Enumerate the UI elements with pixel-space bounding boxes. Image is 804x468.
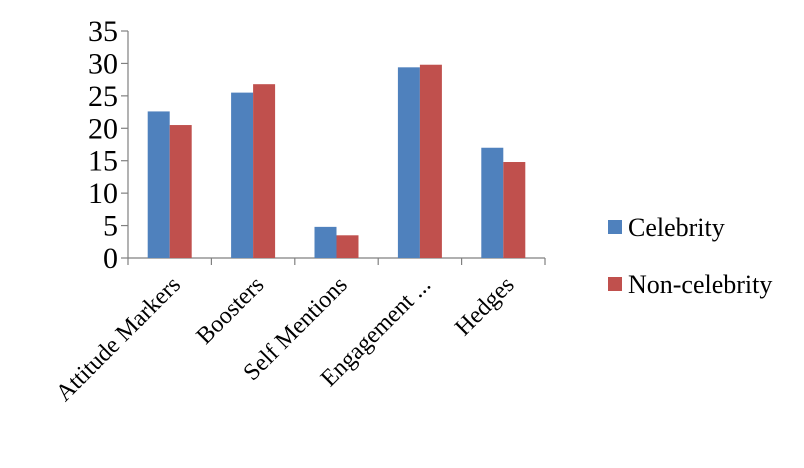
bar-celebrity (397, 67, 420, 258)
y-tick-label: 10 (88, 177, 118, 210)
y-tick-label: 20 (88, 112, 118, 145)
bars (147, 64, 526, 259)
bar-celebrity (147, 111, 170, 259)
legend-label: Non-celebrity (628, 270, 772, 299)
bar-non-celebrity (253, 84, 276, 258)
y-tick-label: 0 (103, 242, 118, 275)
legend-label: Celebrity (628, 213, 725, 242)
x-category-label: Attitude Markers (51, 272, 186, 407)
bar-non-celebrity (169, 125, 192, 259)
bar-non-celebrity (503, 162, 526, 258)
bar-non-celebrity (419, 64, 442, 259)
x-category-label: Boosters (192, 272, 270, 350)
y-tick-label: 5 (103, 210, 118, 243)
legend-swatch (608, 277, 622, 291)
legend: Celebrity Non-celebrity (608, 213, 772, 299)
bar-celebrity (231, 92, 254, 258)
bar-non-celebrity (336, 235, 359, 258)
x-category-label: Hedges (450, 272, 519, 341)
y-tick-label: 35 (88, 15, 118, 48)
legend-swatch (608, 220, 622, 234)
y-tick-label: 15 (88, 145, 118, 178)
y-tick-label: 25 (88, 80, 118, 113)
y-tick-label: 30 (88, 47, 118, 80)
bar-celebrity (314, 226, 337, 258)
bar-celebrity (481, 147, 504, 258)
